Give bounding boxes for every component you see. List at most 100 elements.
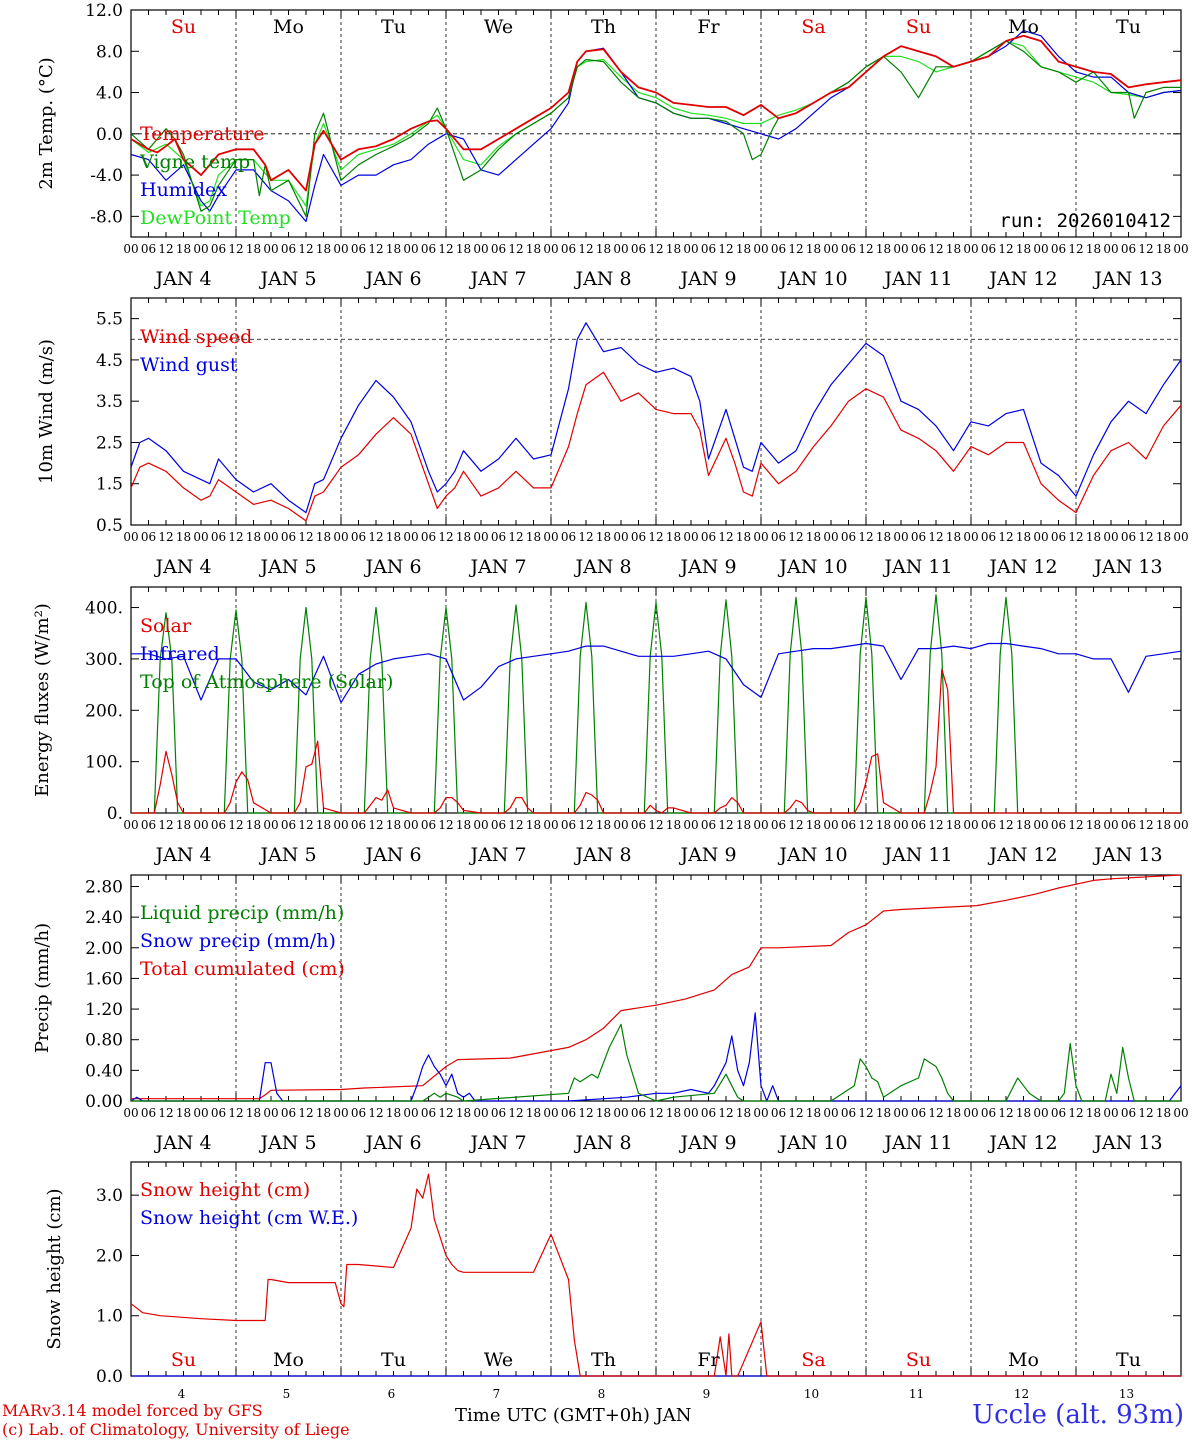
x-hour-label: 00 <box>333 530 348 544</box>
x-hour-label: 00 <box>333 1106 348 1120</box>
x-day-label: JAN 13 <box>1092 1132 1162 1154</box>
x-hour-label: 06 <box>141 818 156 832</box>
y-tick-label: 1.60 <box>85 969 123 989</box>
x-hour-label: 00 <box>1103 242 1118 256</box>
weekday-label: Tu <box>1116 16 1141 38</box>
y-tick-label: 2.80 <box>85 877 123 897</box>
x-hour-label: 12 <box>298 242 313 256</box>
y-axis-label: Snow height (cm) <box>44 1188 65 1349</box>
x-hour-label: 18 <box>526 1106 541 1120</box>
x-hour-label: 18 <box>666 818 681 832</box>
y-axis-label: Precip (mm/h) <box>32 923 53 1053</box>
x-day-number: 9 <box>703 1387 711 1401</box>
x-hour-label: 18 <box>246 818 261 832</box>
x-hour-label: 12 <box>578 1106 593 1120</box>
x-day-number: 13 <box>1119 1387 1134 1401</box>
x-hour-label: 00 <box>613 818 628 832</box>
x-day-label: JAN 10 <box>777 268 847 290</box>
x-day-number: 5 <box>283 1387 291 1401</box>
x-hour-label: 12 <box>718 1106 733 1120</box>
x-hour-label: 18 <box>176 242 191 256</box>
x-hour-label: 12 <box>438 530 453 544</box>
x-hour-label: 18 <box>456 242 471 256</box>
y-tick-label: 0.0 <box>96 1367 123 1387</box>
legend-entry: Humidex <box>140 179 227 201</box>
x-hour-label: 06 <box>1121 530 1136 544</box>
x-hour-label: 18 <box>596 530 611 544</box>
x-hour-label: 00 <box>123 1106 138 1120</box>
x-day-label: JAN 10 <box>777 556 847 578</box>
x-hour-label: 18 <box>526 818 541 832</box>
x-hour-label: 18 <box>246 1106 261 1120</box>
x-hour-label: 12 <box>928 530 943 544</box>
y-tick-label: 300. <box>85 650 123 670</box>
x-hour-label: 06 <box>841 818 856 832</box>
series-liquid-precip-mm-h- <box>131 1023 1181 1102</box>
x-hour-label: 00 <box>193 818 208 832</box>
legend-entry: Temperature <box>140 123 264 145</box>
x-hour-label: 06 <box>211 242 226 256</box>
x-hour-label: 18 <box>246 530 261 544</box>
x-hour-label: 12 <box>1138 1106 1153 1120</box>
x-day-number: 4 <box>178 1387 186 1401</box>
x-day-label: JAN 11 <box>882 844 952 866</box>
x-hour-label: 12 <box>158 818 173 832</box>
x-day-label: JAN 8 <box>573 1132 631 1154</box>
series-wind-gust <box>130 322 1182 514</box>
x-day-label: JAN 8 <box>573 268 631 290</box>
y-tick-label: -8.0 <box>90 207 123 227</box>
x-hour-label: 18 <box>316 818 331 832</box>
x-hour-label: 00 <box>613 530 628 544</box>
x-hour-label: 06 <box>981 1106 996 1120</box>
x-hour-label: 06 <box>1051 1106 1066 1120</box>
x-hour-label: 06 <box>281 818 296 832</box>
x-hour-label: 12 <box>998 530 1013 544</box>
x-day-label: JAN 7 <box>468 268 526 290</box>
x-hour-label: 12 <box>858 242 873 256</box>
x-hour-label: 06 <box>351 530 366 544</box>
y-tick-label: 2.0 <box>96 1246 123 1266</box>
x-hour-label: 18 <box>526 242 541 256</box>
y-tick-label: 0.00 <box>85 1092 123 1112</box>
x-hour-label: 12 <box>788 818 803 832</box>
x-hour-label: 12 <box>998 818 1013 832</box>
x-hour-label: 18 <box>806 818 821 832</box>
x-hour-label: 00 <box>963 818 978 832</box>
weekday-label: Fr <box>697 16 720 38</box>
x-hour-label: 12 <box>158 242 173 256</box>
x-hour-label: 12 <box>508 1106 523 1120</box>
x-hour-label: 06 <box>351 242 366 256</box>
x-hour-label: 12 <box>298 818 313 832</box>
x-day-number: 10 <box>804 1387 819 1401</box>
x-day-label: JAN 12 <box>987 844 1057 866</box>
y-tick-label: 400. <box>85 599 123 619</box>
x-hour-label: 00 <box>403 242 418 256</box>
x-hour-label: 00 <box>1103 1106 1118 1120</box>
x-hour-label: 18 <box>946 530 961 544</box>
x-hour-label: 18 <box>526 530 541 544</box>
x-day-label: JAN 6 <box>363 556 421 578</box>
x-day-label: JAN 6 <box>363 268 421 290</box>
x-hour-label: 18 <box>176 1106 191 1120</box>
y-tick-label: 1.0 <box>96 1307 123 1327</box>
x-hour-label: 00 <box>753 530 768 544</box>
x-hour-label: 06 <box>631 242 646 256</box>
x-hour-label: 00 <box>753 242 768 256</box>
x-hour-label: 06 <box>211 818 226 832</box>
series-infrared <box>131 642 1182 704</box>
x-hour-label: 00 <box>1103 818 1118 832</box>
x-hour-label: 12 <box>1138 818 1153 832</box>
x-hour-label: 18 <box>386 1106 401 1120</box>
x-day-label: JAN 7 <box>468 556 526 578</box>
x-day-label: JAN 9 <box>678 556 736 578</box>
x-hour-label: 00 <box>473 1106 488 1120</box>
x-hour-label: 00 <box>683 242 698 256</box>
y-tick-label: 4.5 <box>96 351 123 371</box>
x-hour-label: 12 <box>1068 242 1083 256</box>
x-hour-label: 06 <box>701 530 716 544</box>
y-tick-label: 1.20 <box>85 1000 123 1020</box>
x-hour-label: 00 <box>1173 242 1188 256</box>
x-hour-label: 00 <box>1103 530 1118 544</box>
y-tick-label: 100. <box>85 753 123 773</box>
x-hour-label: 12 <box>368 818 383 832</box>
